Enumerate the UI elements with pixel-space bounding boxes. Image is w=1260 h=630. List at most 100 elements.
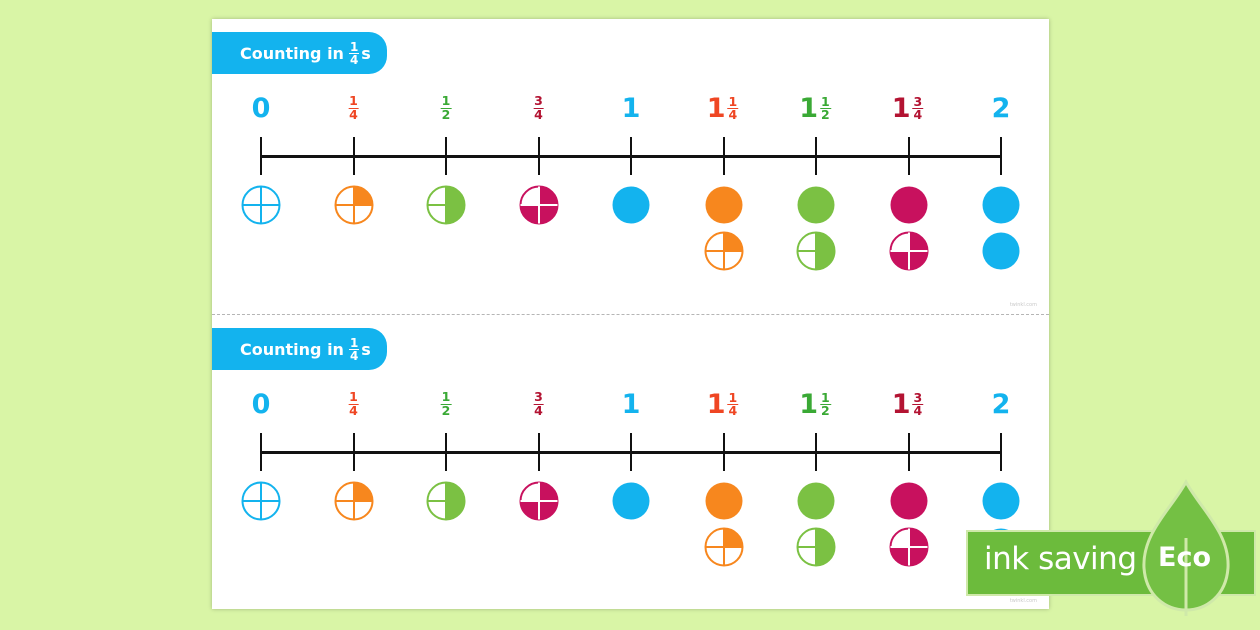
title-suffix: s [361,339,371,359]
circle-outline [705,186,742,224]
fraction-circle [889,185,929,225]
number-line-tick [907,137,910,175]
fraction-circle-graphic [982,482,1020,520]
shaded-quarters [816,232,835,270]
number-line-strip-2: Counting in 1 4 s 0 1 4 1 2 3 4 1 1 1 4 1 1 2 1 3 4 2 twinkl.c… [212,315,1049,610]
fraction-circle [241,481,281,521]
fraction-circle-graphic [519,185,558,225]
shaded-quarters [723,232,742,251]
circle-outline [982,232,1020,270]
fraction-circle [889,527,929,567]
circle-outline [982,482,1020,520]
label-whole-number: 1 [799,389,819,420]
fraction-numerator: 1 [821,389,830,405]
number-line-tick [260,433,262,471]
label-whole-number: 1 [706,389,726,420]
label-whole-number: 0 [251,389,271,420]
fraction-denominator: 4 [912,403,924,418]
credit-text: twinkl.com [1009,598,1037,604]
fraction-circle [334,185,374,225]
circle-outline [612,482,650,520]
fraction-circle-graphic [797,186,835,224]
fraction-circle [704,527,744,567]
fraction-numerator: 1 [349,389,358,404]
label-whole-number: 1 [891,93,911,124]
fraction-numerator: 3 [534,389,543,404]
fraction-numerator: 1 [728,93,738,109]
fraction-circle-graphic [890,186,927,224]
title-text: Counting in [240,339,344,359]
fraction-numerator: 1 [441,93,451,108]
fraction-circle [334,481,374,521]
shaded-quarters [723,528,742,547]
title-fraction-numerator: 1 [349,335,359,350]
label-whole-number: 1 [621,93,641,124]
fraction-denominator: 4 [912,107,924,122]
fraction-circle-graphic [796,527,836,567]
number-line-tick [537,433,540,471]
number-line-label: 2 [992,391,1011,418]
fraction-circle-graphic [889,231,928,271]
fraction-circle-graphic [890,482,927,520]
fraction-circle-graphic [426,481,466,521]
label-whole-number: 2 [991,93,1011,124]
title-text: Counting in [240,43,344,63]
number-line-tick [1000,137,1002,175]
credit-text: twinkl.com [1009,302,1037,308]
fraction-circle [704,481,744,521]
fraction-circle-graphic [705,482,742,520]
number-line-tick [352,433,355,471]
number-line-label: 1 [622,95,641,122]
fraction-circle-graphic [426,185,466,225]
fraction-circle [889,481,929,521]
fraction-numerator: 1 [441,389,451,404]
circle-outline [797,482,835,520]
fraction-numerator: 1 [821,93,830,109]
label-whole-number: 1 [621,389,641,420]
title-fraction-denominator: 4 [348,348,360,363]
fraction-circle [796,481,836,521]
fraction-circle [519,481,559,521]
fraction-circle [611,481,651,521]
fraction-circle-graphic [705,186,742,224]
fraction-denominator: 2 [820,403,831,418]
fraction-circle-graphic [982,232,1020,270]
fraction-circle [889,231,929,271]
fraction-circle [981,231,1021,271]
fraction-circle-graphic [241,185,281,225]
number-line-tick [722,137,725,175]
title-fraction-denominator: 4 [348,52,360,67]
fraction-circle [704,185,744,225]
fraction-circle [426,185,466,225]
label-whole-number: 2 [991,389,1011,420]
number-line-tick [907,433,910,471]
shaded-quarters [446,186,465,224]
shaded-quarters [353,482,372,501]
fraction-circle-graphic [241,481,281,521]
fraction-circle-graphic [796,231,836,271]
title-suffix: s [361,43,371,63]
eco-leaf-icon [1142,478,1230,616]
number-line-strip-1: Counting in 1 4 s 0 1 4 1 2 3 4 1 1 1 4 1 1 2 1 3 4 2 twinkl.c… [212,19,1049,314]
fraction-numerator: 1 [349,93,358,108]
number-line-label: 2 [992,95,1011,122]
fraction-denominator: 4 [727,403,739,418]
circle-outline [890,186,927,224]
eco-badge-label: Eco [1158,542,1211,573]
